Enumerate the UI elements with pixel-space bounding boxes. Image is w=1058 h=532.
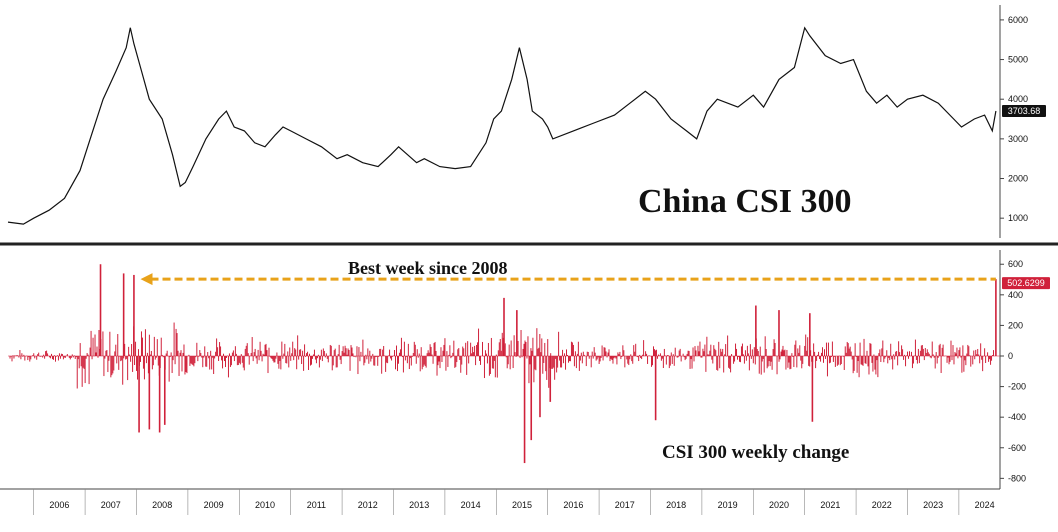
price-tick-label: 2000 [1008, 174, 1028, 184]
change-tick-label: 400 [1008, 290, 1023, 300]
price-panel: 1000 2000 3000 4000 5000 6000 3703.68 China C… [7, 5, 1046, 238]
year-label: 2019 [718, 500, 738, 510]
change-ticks: -800 -600 -400 -200 0 200 400 600 [1000, 259, 1026, 483]
year-label: 2006 [49, 500, 69, 510]
price-tick-label: 1000 [1008, 213, 1028, 223]
year-label: 2013 [409, 500, 429, 510]
year-label: 2018 [666, 500, 686, 510]
weekly-change-bars [8, 264, 1000, 464]
change-tick-label: 600 [1008, 259, 1023, 269]
annotation-text: Best week since 2008 [348, 258, 507, 278]
year-label: 2008 [152, 500, 172, 510]
year-label: 2015 [512, 500, 532, 510]
change-tick-label: -600 [1008, 443, 1026, 453]
year-axis: 2006 2007 2008 2009 2010 2011 2012 2013 2014 2015… [0, 488, 1000, 515]
change-tick-label: -400 [1008, 412, 1026, 422]
year-label: 2016 [563, 500, 583, 510]
last-price-badge: 3703.68 [1002, 104, 1046, 117]
price-tick-label: 4000 [1008, 94, 1028, 104]
year-labels: 2006 2007 2008 2009 2010 2011 2012 2013 2014 2015… [33, 489, 995, 515]
year-label: 2017 [615, 500, 635, 510]
last-change-badge-bg [1002, 277, 1050, 290]
last-change-badge: 502.6299 [1002, 277, 1050, 290]
price-ticks: 1000 2000 3000 4000 5000 6000 [1000, 15, 1028, 223]
year-label: 2020 [769, 500, 789, 510]
price-chart-title: China CSI 300 [638, 183, 852, 220]
year-label: 2007 [101, 500, 121, 510]
change-tick-label: -800 [1008, 473, 1026, 483]
year-label: 2009 [204, 500, 224, 510]
last-price-badge-bg [1002, 104, 1046, 117]
year-label: 2021 [820, 500, 840, 510]
year-label: 2011 [307, 500, 326, 510]
price-tick-label: 6000 [1008, 15, 1028, 25]
annotation-arrow-head [140, 273, 153, 286]
change-tick-label: 0 [1008, 351, 1013, 361]
change-chart-title: CSI 300 weekly change [662, 442, 849, 463]
price-tick-label: 3000 [1008, 134, 1028, 144]
year-label: 2012 [358, 500, 378, 510]
last-change-badge-text: 502.6299 [1007, 278, 1045, 288]
price-tick-label: 5000 [1008, 55, 1028, 65]
best-week-annotation: Best week since 2008 [140, 258, 996, 286]
year-label: 2023 [923, 500, 943, 510]
change-tick-label: 200 [1008, 320, 1023, 330]
weekly-change-panel: -800 -600 -400 -200 0 200 400 600 Best week sin… [8, 250, 1050, 489]
year-label: 2010 [255, 500, 275, 510]
last-price-badge-text: 3703.68 [1008, 106, 1041, 116]
year-label: 2014 [461, 500, 481, 510]
change-tick-label: -200 [1008, 382, 1026, 392]
year-label: 2024 [975, 500, 995, 510]
year-label: 2022 [872, 500, 892, 510]
price-line [7, 26, 997, 225]
